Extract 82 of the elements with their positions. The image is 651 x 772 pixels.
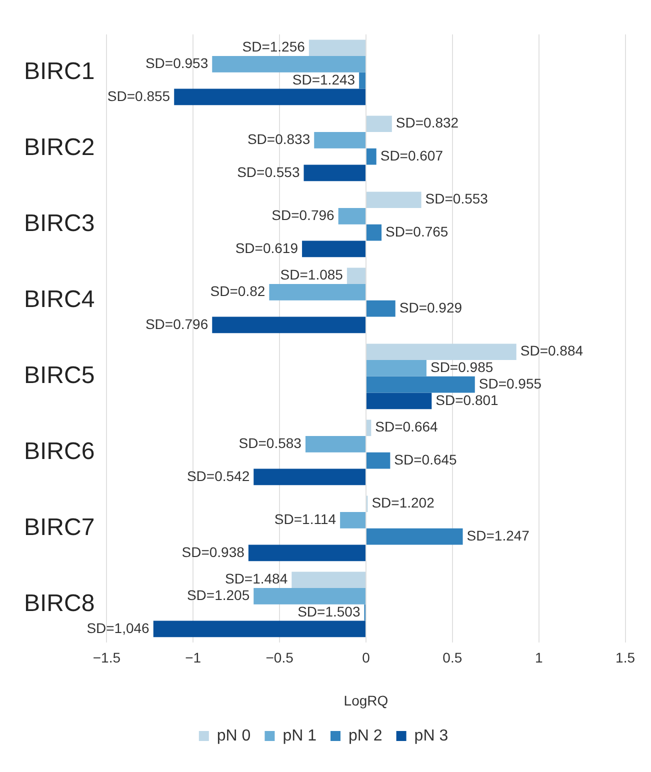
bar [292,572,366,588]
bar [302,240,366,258]
annotation: SD=1.202 [372,494,435,511]
annotation: SD=0.607 [380,147,444,164]
annotation: SD=0.938 [182,544,245,560]
annotation: SD=0.801 [436,392,499,408]
y-tick-label: BIRC8 [24,590,95,618]
x-tick-label: −1.5 [92,650,121,666]
annotation: SD=0.796 [272,207,335,224]
bar [346,268,366,284]
bar [338,208,366,224]
x-tick-label: 0.5 [442,650,462,666]
legend-label: pN 0 [216,727,251,744]
bar [308,40,366,56]
y-tick-label: BIRC3 [24,210,95,238]
bar [366,452,390,469]
annotation: SD=1,046 [86,620,150,636]
annotation: SD=1.085 [280,266,344,283]
bar [366,392,432,410]
annotation: SD=1.243 [292,71,356,88]
bar [366,224,382,241]
bar [366,528,463,545]
bar [366,360,426,376]
bar [366,148,376,165]
annotation: SD=0.832 [396,114,459,131]
y-tick-label: BIRC4 [24,286,95,314]
annotation: SD=0.664 [375,418,438,435]
annotation: SD=0.833 [247,131,310,148]
bar [212,316,366,334]
bar [366,116,392,132]
annotation: SD=0.765 [386,223,448,240]
annotation: SD=0.553 [425,190,488,207]
bar [153,620,366,638]
x-tick-label: −1 [185,650,202,666]
bar [366,300,396,317]
bar [305,436,366,452]
annotation: SD=1.247 [466,527,530,544]
annotation: SD=1.205 [186,587,250,604]
bar [254,468,366,486]
annotation: SD=0.953 [145,55,208,72]
x-axis-title: LogRQ [344,692,388,708]
annotation: SD=0.855 [107,88,170,104]
annotation: SD=1.484 [224,570,288,587]
annotation: SD=0.985 [430,359,494,376]
bar [366,192,422,208]
x-tick-label: −0.5 [266,650,294,666]
bar [269,284,366,300]
bar [248,544,366,562]
annotation: SD=0.929 [399,299,462,316]
y-tick-label: BIRC5 [24,362,95,390]
annotation: SD=0.583 [238,435,302,452]
legend-label: pN 1 [282,727,317,744]
legend-label: pN 2 [348,727,382,744]
bar [366,420,372,436]
x-tick-label: 1 [534,650,543,666]
x-tick-label: 0 [362,650,370,666]
bar [366,344,516,360]
y-tick-label: BIRC6 [24,438,95,466]
y-tick-label: BIRC7 [24,514,95,542]
annotation: SD=0.796 [145,316,208,332]
bar [212,56,366,72]
annotation: SD=1.114 [274,511,336,528]
bar [340,512,366,528]
legend-label: pN 3 [414,727,448,744]
annotation: SD=0.553 [237,164,300,180]
annotation: SD=1.256 [242,38,306,55]
bar [366,376,475,393]
bar [359,72,366,89]
annotation: SD=1.503 [298,603,360,620]
bar [174,88,366,106]
annotation: SD=0.542 [186,468,250,484]
x-tick-label: 1.5 [616,650,636,666]
bar [254,588,366,604]
y-tick-label: BIRC1 [24,58,95,86]
annotation: SD=0.884 [520,342,584,359]
annotation: SD=0.82 [210,283,266,300]
bar [314,132,366,148]
y-tick-label: BIRC2 [24,134,95,162]
bar [304,164,366,182]
annotation: SD=0.619 [235,240,298,256]
annotation: SD=0.955 [478,375,542,392]
annotation: SD=0.645 [394,451,458,468]
